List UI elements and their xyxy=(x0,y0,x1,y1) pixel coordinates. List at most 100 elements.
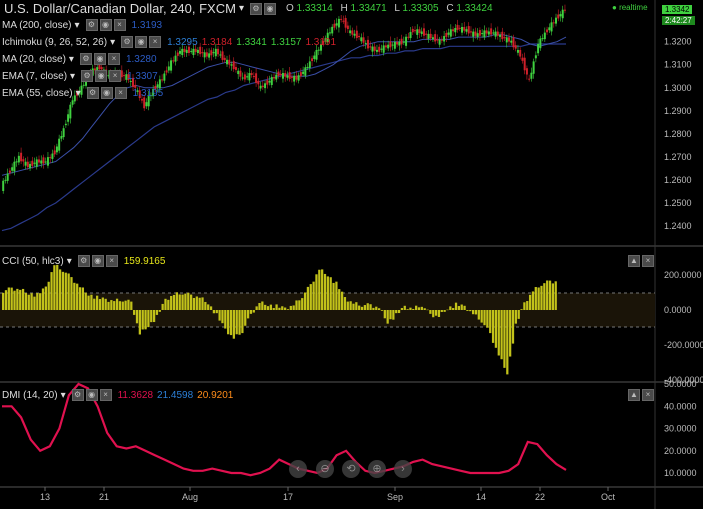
symbol-title[interactable]: U.S. Dollar/Canadian Dollar, 240, FXCM xyxy=(4,1,236,16)
candle-body xyxy=(17,155,20,163)
cci-bar xyxy=(246,310,250,319)
close-icon[interactable]: × xyxy=(109,70,122,82)
indicator-label[interactable]: MA (200, close) xyxy=(2,19,72,31)
pane-up-icon[interactable]: ▲ xyxy=(628,389,640,401)
eye-icon[interactable]: ◉ xyxy=(99,19,112,31)
cci-label[interactable]: CCI (50, hlc3) xyxy=(2,255,64,267)
candle-body xyxy=(2,180,5,191)
close-icon[interactable]: × xyxy=(107,53,120,65)
cci-bar xyxy=(363,305,367,310)
candle-body xyxy=(333,23,336,28)
candle-body xyxy=(449,29,452,37)
close-icon[interactable]: × xyxy=(105,255,118,267)
candle-body xyxy=(304,67,307,76)
candle-body xyxy=(20,152,23,162)
cci-bar xyxy=(70,277,73,310)
cci-bar xyxy=(380,310,384,311)
chevron-down-icon[interactable]: ▾ xyxy=(66,255,72,267)
eye-icon[interactable]: ◉ xyxy=(91,255,104,267)
dmi-label[interactable]: DMI (14, 20) xyxy=(2,389,58,401)
chevron-down-icon[interactable]: ▾ xyxy=(60,389,66,401)
cci-bar xyxy=(30,293,33,310)
close-label: C xyxy=(446,3,454,14)
cci-bar xyxy=(107,301,110,310)
reset-icon[interactable]: ⟲ xyxy=(342,460,360,478)
chevron-down-icon[interactable]: ▾ xyxy=(238,3,244,14)
indicator-label[interactable]: EMA (7, close) xyxy=(2,70,68,82)
candle-body xyxy=(185,49,188,53)
cci-bar xyxy=(509,310,512,357)
price-tick-label: 1.2500 xyxy=(664,198,692,208)
cci-bar xyxy=(369,304,372,310)
settings-icon[interactable]: ⚙ xyxy=(77,255,90,267)
chevron-down-icon[interactable]: ▾ xyxy=(75,87,81,99)
settings-icon[interactable]: ⚙ xyxy=(79,53,92,65)
candle-body xyxy=(147,96,150,107)
eye-icon[interactable]: ◉ xyxy=(93,53,106,65)
settings-icon[interactable]: ⚙ xyxy=(86,87,99,99)
candle-body xyxy=(389,41,392,48)
candle-body xyxy=(409,32,412,39)
cci-bar xyxy=(531,291,535,310)
cci-bar xyxy=(235,310,238,335)
cci-bar xyxy=(480,310,483,323)
cci-bar xyxy=(469,310,472,312)
chevron-down-icon[interactable]: ▾ xyxy=(68,53,74,65)
candle-body xyxy=(503,37,506,39)
zoom-out-icon[interactable]: ⊖ xyxy=(316,460,334,478)
settings-icon[interactable]: ⚙ xyxy=(249,2,262,15)
candle-body xyxy=(15,161,18,163)
candle-body xyxy=(362,37,365,43)
close-icon[interactable]: × xyxy=(149,36,162,48)
cci-bar xyxy=(378,308,381,310)
settings-icon[interactable]: ⚙ xyxy=(85,19,98,31)
cci-bar xyxy=(269,304,273,310)
dmi-line xyxy=(2,382,567,477)
chevron-down-icon[interactable]: ▾ xyxy=(74,19,80,31)
settings-icon[interactable]: ⚙ xyxy=(121,36,134,48)
candle-body xyxy=(176,52,179,56)
indicator-value: 1.3195 xyxy=(132,87,164,99)
indicator-label[interactable]: MA (20, close) xyxy=(2,53,66,65)
eye-icon[interactable]: ◉ xyxy=(100,87,113,99)
pane-close-icon[interactable]: × xyxy=(642,389,654,401)
eye-icon[interactable]: ◉ xyxy=(135,36,148,48)
candle-body xyxy=(275,74,278,80)
cci-bar xyxy=(306,286,310,310)
settings-icon[interactable]: ⚙ xyxy=(81,70,94,82)
cci-bar xyxy=(338,289,341,310)
candle-body xyxy=(161,79,164,81)
close-icon[interactable]: × xyxy=(99,389,112,401)
candle-body xyxy=(170,60,173,71)
dmi-series xyxy=(2,382,567,477)
pane-up-icon[interactable]: ▲ xyxy=(628,255,640,267)
cci-bar xyxy=(500,310,503,360)
candle-body xyxy=(145,102,148,107)
indicator-label[interactable]: EMA (55, close) xyxy=(2,87,73,99)
candle-body xyxy=(221,51,224,60)
candle-body xyxy=(324,38,327,42)
close-icon[interactable]: × xyxy=(114,87,127,99)
chevron-down-icon[interactable]: ▾ xyxy=(110,36,116,48)
countdown-badge: 2:42:27 xyxy=(662,16,695,25)
settings-icon[interactable]: ⚙ xyxy=(71,389,84,401)
eye-icon[interactable]: ◉ xyxy=(263,2,276,15)
cci-bar xyxy=(281,306,284,310)
candle-body xyxy=(149,95,152,97)
cci-bar xyxy=(141,310,144,330)
cci-bar xyxy=(489,310,492,334)
cci-bar xyxy=(61,271,65,310)
candle-body xyxy=(438,39,441,45)
close-icon[interactable]: × xyxy=(113,19,126,31)
eye-icon[interactable]: ◉ xyxy=(85,389,98,401)
scroll-right-icon[interactable]: › xyxy=(394,460,412,478)
candle-body xyxy=(255,73,258,83)
eye-icon[interactable]: ◉ xyxy=(95,70,108,82)
chevron-down-icon[interactable]: ▾ xyxy=(70,70,76,82)
zoom-in-icon[interactable]: ⊕ xyxy=(368,460,386,478)
indicator-label[interactable]: Ichimoku (9, 26, 52, 26) xyxy=(2,36,108,48)
pane-close-icon[interactable]: × xyxy=(642,255,654,267)
candle-body xyxy=(337,18,340,28)
scroll-left-icon[interactable]: ‹ xyxy=(289,460,307,478)
